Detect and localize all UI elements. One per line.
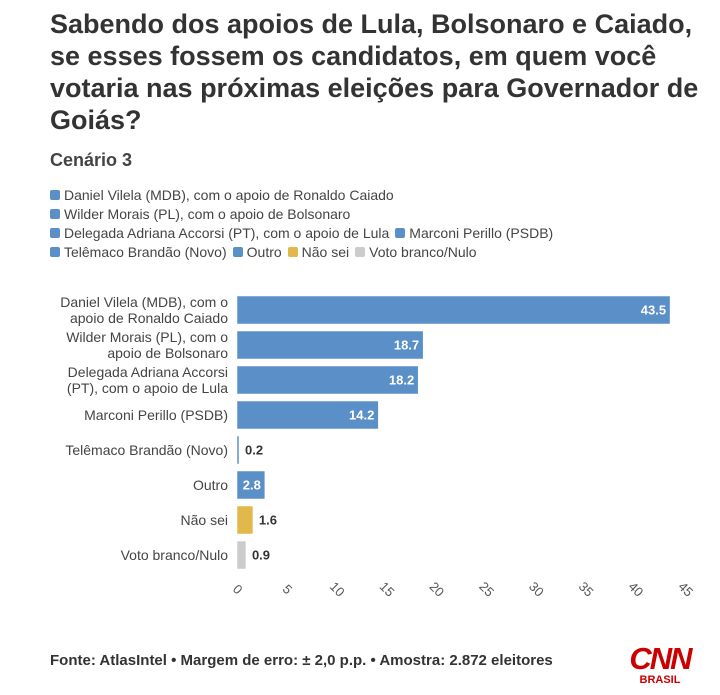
chart-title: Sabendo dos apoios de Lula, Bolsonaro e … <box>50 9 699 135</box>
legend: Daniel Vilela (MDB), com o apoio de Rona… <box>50 187 620 260</box>
legend-swatch <box>50 247 60 257</box>
legend-label: Outro <box>246 244 282 260</box>
legend-item: Outro <box>232 244 282 260</box>
legend-label: Voto branco/Nulo <box>369 244 477 260</box>
legend-item: Não sei <box>287 244 350 260</box>
bar <box>236 400 379 430</box>
y-tick-label: Delegada Adriana Accorsi (PT), com o apo… <box>66 364 228 396</box>
y-tick-label: Telêmaco Brandão (Novo) <box>65 442 228 458</box>
x-tick-label: 0 <box>230 581 246 597</box>
x-tick-label: 45 <box>675 579 696 600</box>
chart: 0 5 10 15 20 25 30 35 40 45 43.5 18.7 18.2 14.2 0.2 2.8… <box>230 295 696 600</box>
legend-item: Voto branco/Nulo <box>355 244 477 260</box>
bar <box>236 435 240 465</box>
legend-swatch <box>395 228 406 238</box>
legend-item: Wilder Morais (PL), com o apoio de Bolso… <box>50 206 350 222</box>
bar <box>236 295 671 325</box>
value-label: 0.2 <box>245 442 263 457</box>
source-note: Fonte: AtlasIntel • Margem de erro: ± 2,… <box>50 652 553 669</box>
legend-item: Daniel Vilela (MDB), com o apoio de Rona… <box>50 187 394 203</box>
legend-label: Delegada Adriana Accorsi (PT), com o apo… <box>64 225 390 241</box>
y-tick-label: Daniel Vilela (MDB), com o apoio de Rona… <box>60 294 228 326</box>
x-tick-label: 40 <box>626 579 647 600</box>
logo-name: CNN <box>629 641 692 676</box>
legend-item: Marconi Perillo (PSDB) <box>395 225 553 241</box>
legend-swatch <box>50 190 60 200</box>
x-tick-label: 20 <box>426 579 447 600</box>
legend-label: Wilder Morais (PL), com o apoio de Bolso… <box>64 206 351 222</box>
x-tick-label: 15 <box>377 579 398 600</box>
value-label: 18.7 <box>394 337 419 352</box>
value-label: 43.5 <box>641 302 666 317</box>
logo: CNN BRASIL <box>626 641 694 686</box>
bar <box>236 505 254 535</box>
x-tick-label: 35 <box>576 579 597 600</box>
x-tick-label: 10 <box>327 579 348 600</box>
value-label: 2.8 <box>243 477 261 492</box>
value-label: 1.6 <box>259 512 277 527</box>
bar <box>236 365 419 395</box>
bar <box>236 540 247 570</box>
x-tick-label: 25 <box>476 579 497 600</box>
y-tick-label: Voto branco/Nulo <box>120 547 228 563</box>
y-tick-label: Wilder Morais (PL), com o apoio de Bolso… <box>66 329 228 361</box>
legend-item: Telêmaco Brandão (Novo) <box>50 244 227 260</box>
logo-sub: BRASIL <box>639 674 681 686</box>
y-tick-label: Marconi Perillo (PSDB) <box>84 407 228 423</box>
legend-swatch <box>232 247 243 257</box>
y-tick-label: Não sei <box>180 512 228 528</box>
y-tick-label: Outro <box>192 477 228 493</box>
legend-swatch <box>50 209 60 219</box>
legend-label: Telêmaco Brandão (Novo) <box>64 244 227 260</box>
bar <box>236 330 424 360</box>
legend-item: Delegada Adriana Accorsi (PT), com o apo… <box>50 225 389 241</box>
legend-swatch <box>50 228 60 238</box>
legend-label: Marconi Perillo (PSDB) <box>409 225 554 241</box>
legend-label: Não sei <box>301 244 350 260</box>
x-tick-label: 5 <box>280 581 296 597</box>
legend-label: Daniel Vilela (MDB), com o apoio de Rona… <box>64 187 394 203</box>
bar <box>236 470 266 500</box>
value-label: 0.9 <box>252 547 270 562</box>
chart-subtitle: Cenário 3 <box>50 150 133 170</box>
legend-swatch <box>287 247 298 257</box>
value-label: 18.2 <box>389 372 414 387</box>
x-tick-label: 30 <box>526 579 547 600</box>
legend-swatch <box>355 247 366 257</box>
value-label: 14.2 <box>349 407 374 422</box>
